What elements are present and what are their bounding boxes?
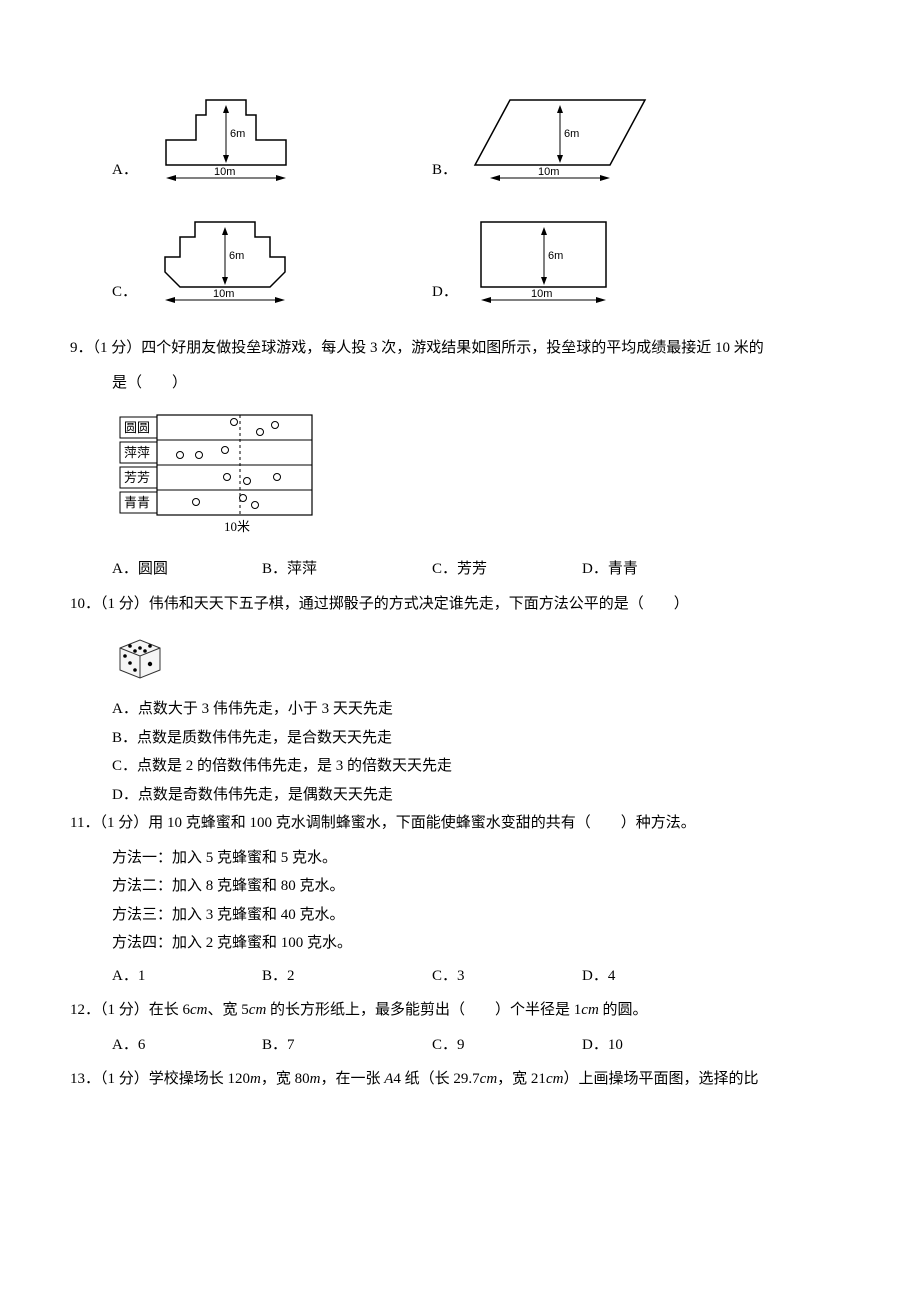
- q9-a: A．圆圆: [112, 555, 262, 584]
- q9-c: C．芳芳: [432, 555, 582, 584]
- q8-a-w: 10m: [214, 166, 235, 178]
- q12-c: C．9: [432, 1031, 582, 1060]
- q8-c-h: 6m: [229, 250, 244, 262]
- q9-row3: 芳芳: [124, 470, 150, 485]
- q10-c: C．点数是 2 的倍数伟伟先走，是 3 的倍数天天先走: [70, 752, 850, 781]
- q8-b-h: 6m: [564, 128, 579, 140]
- q9-stem: 9．（1 分）四个好朋友做投垒球游戏，每人投 3 次，游戏结果如图所示，投垒球的…: [70, 334, 850, 363]
- q12-d: D．10: [582, 1031, 732, 1060]
- q10-stem: 10．（1 分）伟伟和天天下五子棋，通过掷骰子的方式决定谁先走，下面方法公平的是…: [70, 590, 850, 619]
- q10-b: B．点数是质数伟伟先走，是合数天天先走: [70, 724, 850, 753]
- q8-shape-a-svg: 6m 10m: [146, 80, 306, 190]
- q8-shape-grid: A． 6m 10m B． 6m 10m C．: [70, 80, 850, 324]
- q13-sa: 13．（1 分）学校操场长 120: [70, 1071, 250, 1087]
- q9-row2: 萍萍: [124, 445, 150, 460]
- q12-a: A．6: [112, 1031, 262, 1060]
- q10-dice: [70, 628, 850, 683]
- q12-sf: cm: [581, 1002, 599, 1018]
- q8-shape-d-svg: 6m 10m: [466, 202, 626, 312]
- q13-sg: 4 纸（长 29.7: [393, 1071, 479, 1087]
- q8-shape-b-svg: 6m 10m: [465, 80, 655, 190]
- q13-sb: m: [250, 1071, 261, 1087]
- q11-m1: 方法一：加入 5 克蜂蜜和 5 克水。: [70, 844, 850, 873]
- q8-d-label: D．: [432, 278, 458, 313]
- q12-sc: 、宽 5: [208, 1002, 249, 1018]
- q8-d-w: 10m: [531, 288, 552, 300]
- q13-stem: 13．（1 分）学校操场长 120m，宽 80m，在一张 A4 纸（长 29.7…: [70, 1065, 850, 1094]
- q11-m4: 方法四：加入 2 克蜂蜜和 100 克水。: [70, 929, 850, 958]
- q11-d: D．4: [582, 962, 732, 991]
- q13-sk: ）上画操场平面图，选择的比: [563, 1071, 758, 1087]
- q8-b-w: 10m: [538, 166, 559, 178]
- q12-stem: 12．（1 分）在长 6cm、宽 5cm 的长方形纸上，最多能剪出（ ）个半径是…: [70, 996, 850, 1025]
- q12-options: A．6 B．7 C．9 D．10: [70, 1031, 850, 1060]
- q10-a: A．点数大于 3 伟伟先走，小于 3 天天先走: [70, 695, 850, 724]
- q11-a: A．1: [112, 962, 262, 991]
- q13-sj: cm: [546, 1071, 564, 1087]
- q13-sd: m: [310, 1071, 321, 1087]
- q12-b: B．7: [262, 1031, 432, 1060]
- q8-opt-d: D． 6m 10m: [432, 202, 752, 312]
- q8-a-label: A．: [112, 156, 138, 191]
- q9-chart: 圆圆 萍萍 芳芳 青青 10米: [70, 405, 850, 545]
- q8-b-label: B．: [432, 156, 457, 191]
- q8-a-h: 6m: [230, 128, 245, 140]
- q12-sb: cm: [190, 1002, 208, 1018]
- q11-c: C．3: [432, 962, 582, 991]
- q9-d: D．青青: [582, 555, 732, 584]
- q9-xlabel: 10米: [224, 519, 250, 534]
- q9-row1: 圆圆: [124, 420, 150, 435]
- q12-sg: 的圆。: [599, 1002, 648, 1018]
- q8-opt-b: B． 6m 10m: [432, 80, 752, 190]
- q11-m3: 方法三：加入 3 克蜂蜜和 40 克水。: [70, 901, 850, 930]
- q8-opt-c: C． 6m 10m: [112, 202, 432, 312]
- q8-c-label: C．: [112, 278, 137, 313]
- q13-se: ，在一张: [320, 1071, 384, 1087]
- q13-sc: ，宽 80: [261, 1071, 310, 1087]
- q10-d: D．点数是奇数伟伟先走，是偶数天天先走: [70, 781, 850, 810]
- q8-c-w: 10m: [213, 288, 234, 300]
- q13-si: ，宽 21: [497, 1071, 546, 1087]
- q8-d-h: 6m: [548, 250, 563, 262]
- q8-shape-c-svg: 6m 10m: [145, 202, 305, 312]
- q9-row4: 青青: [124, 495, 150, 510]
- q13-sh: cm: [480, 1071, 498, 1087]
- q9-stem2: 是（ ）: [70, 369, 850, 398]
- q12-sa: 12．（1 分）在长 6: [70, 1002, 190, 1018]
- q9-options: A．圆圆 B．萍萍 C．芳芳 D．青青: [70, 555, 850, 584]
- q9-stem-text: 9．（1 分）四个好朋友做投垒球游戏，每人投 3 次，游戏结果如图所示，投垒球的…: [70, 340, 764, 356]
- q11-options: A．1 B．2 C．3 D．4: [70, 962, 850, 991]
- q11-b: B．2: [262, 962, 432, 991]
- q9-b: B．萍萍: [262, 555, 432, 584]
- q8-opt-a: A． 6m 10m: [112, 80, 432, 190]
- q12-sd: cm: [249, 1002, 267, 1018]
- q12-se: 的长方形纸上，最多能剪出（ ）个半径是 1: [266, 1002, 581, 1018]
- q11-m2: 方法二：加入 8 克蜂蜜和 80 克水。: [70, 872, 850, 901]
- q11-stem: 11．（1 分）用 10 克蜂蜜和 100 克水调制蜂蜜水，下面能使蜂蜜水变甜的…: [70, 809, 850, 838]
